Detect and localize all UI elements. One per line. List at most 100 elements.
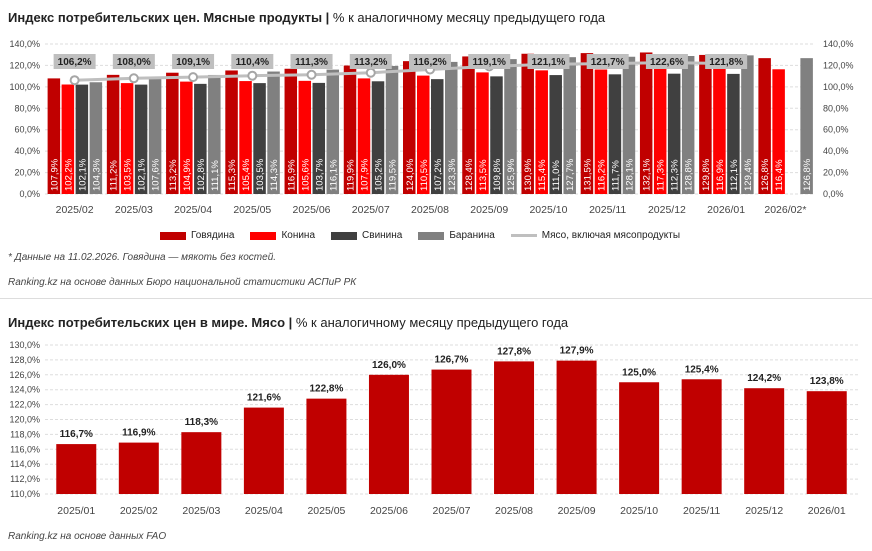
bar-label: 116,2% <box>596 159 607 191</box>
bar <box>494 361 535 494</box>
bar-label: 116,9% <box>286 159 297 191</box>
bar-Говядина <box>403 61 416 195</box>
x-tick: 2025/11 <box>683 505 720 517</box>
x-tick: 2026/02* <box>764 204 806 216</box>
legend-item: Конина <box>250 230 315 241</box>
bar-label: 112,1% <box>729 159 740 191</box>
bar-label: 111,0% <box>551 160 562 191</box>
bar-Баранина <box>741 55 754 194</box>
legend-label: Баранина <box>449 230 495 241</box>
x-tick: 2025/07 <box>352 204 390 216</box>
bar-label: 116,9% <box>122 428 155 439</box>
bar-Конина <box>120 83 134 194</box>
bar-Говядина <box>106 74 120 194</box>
bar-label: 116,1% <box>328 159 339 191</box>
bar-Свинина <box>431 79 444 194</box>
bar-label: 128,4% <box>464 158 475 191</box>
bar-Говядина <box>225 70 238 194</box>
line-label: 121,7% <box>591 57 625 68</box>
bar-label: 111,7% <box>610 160 621 191</box>
chart2-source: Ranking.kz на основе данных FAO <box>8 531 167 542</box>
chart1-svg: 0,0% 0,0% 20,0% 20,0% 40,0% 40,0% 60,0% 60,0% 80… <box>9 39 854 216</box>
y-tick: 110,0% <box>10 489 40 499</box>
bar-Конина <box>653 68 667 194</box>
bar-label: 127,9% <box>560 346 594 357</box>
chart2-title: Индекс потребительских цен в мире. Мясо … <box>8 315 569 330</box>
chart2-title-text: Индекс потребительских цен в мире. Мясо <box>8 315 286 330</box>
x-tick: 2025/05 <box>233 204 271 216</box>
chart1-title: Индекс потребительских цен. Мясные проду… <box>8 10 606 25</box>
bar-label: 128,8% <box>684 158 695 191</box>
y-tick: 128,0% <box>9 355 40 365</box>
legend-swatch <box>250 231 277 240</box>
bar-label: 126,8% <box>802 158 813 191</box>
y-tick-right: 20,0% <box>823 168 849 178</box>
bar-label: 132,1% <box>642 158 653 191</box>
y-tick-right: 100,0% <box>823 82 854 92</box>
bar-label: 103,5% <box>123 158 134 191</box>
bar-label: 102,1% <box>77 158 88 191</box>
bar-label: 116,4% <box>774 159 785 191</box>
line-label: 119,1% <box>473 57 506 68</box>
y-tick-right: 40,0% <box>823 146 849 156</box>
bar-Говядина <box>166 72 179 194</box>
x-tick: 2025/12 <box>648 204 686 216</box>
x-tick: 2025/04 <box>245 505 283 517</box>
bar-Баранина <box>326 69 340 194</box>
x-tick: 2025/03 <box>182 505 220 517</box>
bar <box>681 379 722 494</box>
bar-label: 110,5% <box>419 159 430 191</box>
bar-Говядина <box>758 58 771 195</box>
bar-Свинина <box>194 83 207 194</box>
legend-item: Баранина <box>418 230 495 241</box>
bar-Свинина <box>75 84 89 194</box>
line-label-bg <box>645 54 688 69</box>
bar-label: 113,5% <box>478 159 489 191</box>
line-label-bg <box>290 54 333 69</box>
bar-label: 125,9% <box>506 158 517 191</box>
bar-label: 105,4% <box>241 158 252 191</box>
bar-Баранина <box>208 74 221 194</box>
x-tick: 2025/11 <box>589 204 626 216</box>
bar-label: 126,0% <box>372 360 406 371</box>
bar-Баранина <box>563 57 576 194</box>
line-label: 121,1% <box>532 57 566 68</box>
bar-Говядина <box>343 65 357 195</box>
bar-label: 117,3% <box>656 159 667 191</box>
line-label: 122,6% <box>650 57 684 68</box>
y-tick: 118,0% <box>10 429 40 439</box>
bar-Баранина <box>148 78 162 194</box>
bar-Конина <box>476 72 489 194</box>
bar <box>744 388 785 494</box>
line-label: 106,2% <box>58 57 92 68</box>
bar-Конина <box>61 84 75 194</box>
bar-Баранина <box>681 56 695 194</box>
bar-label: 102,8% <box>196 158 207 191</box>
bar-label: 119,9% <box>346 159 357 191</box>
line-label: 121,8% <box>709 57 743 68</box>
bar-label: 124,2% <box>747 373 781 384</box>
bar-Конина <box>594 69 608 194</box>
bar-label: 115,3% <box>227 159 238 191</box>
bar-Свинина <box>608 74 622 194</box>
bar-label: 123,8% <box>810 376 844 387</box>
y-tick-left: 60,0% <box>14 125 40 135</box>
y-tick-left: 0,0% <box>19 189 40 199</box>
bar-Свинина <box>667 73 681 194</box>
bar-label: 107,6% <box>151 158 162 191</box>
line-label-bg <box>112 54 155 69</box>
bar-Говядина <box>639 52 653 194</box>
legend-label: Свинина <box>362 230 403 241</box>
legend-label: Мясо, включая мясопродукты <box>541 230 681 241</box>
bar-label: 109,8% <box>492 158 503 191</box>
y-tick-left: 140,0% <box>9 39 40 49</box>
y-tick: 122,0% <box>9 400 40 410</box>
bar-label: 105,2% <box>374 158 385 191</box>
y-tick: 120,0% <box>9 415 40 425</box>
bar-Свинина <box>727 73 740 194</box>
line-point <box>128 73 139 84</box>
y-tick-left: 20,0% <box>14 168 40 178</box>
bar <box>56 444 97 494</box>
bar-Конина <box>239 81 252 194</box>
x-tick: 2025/04 <box>174 204 212 216</box>
